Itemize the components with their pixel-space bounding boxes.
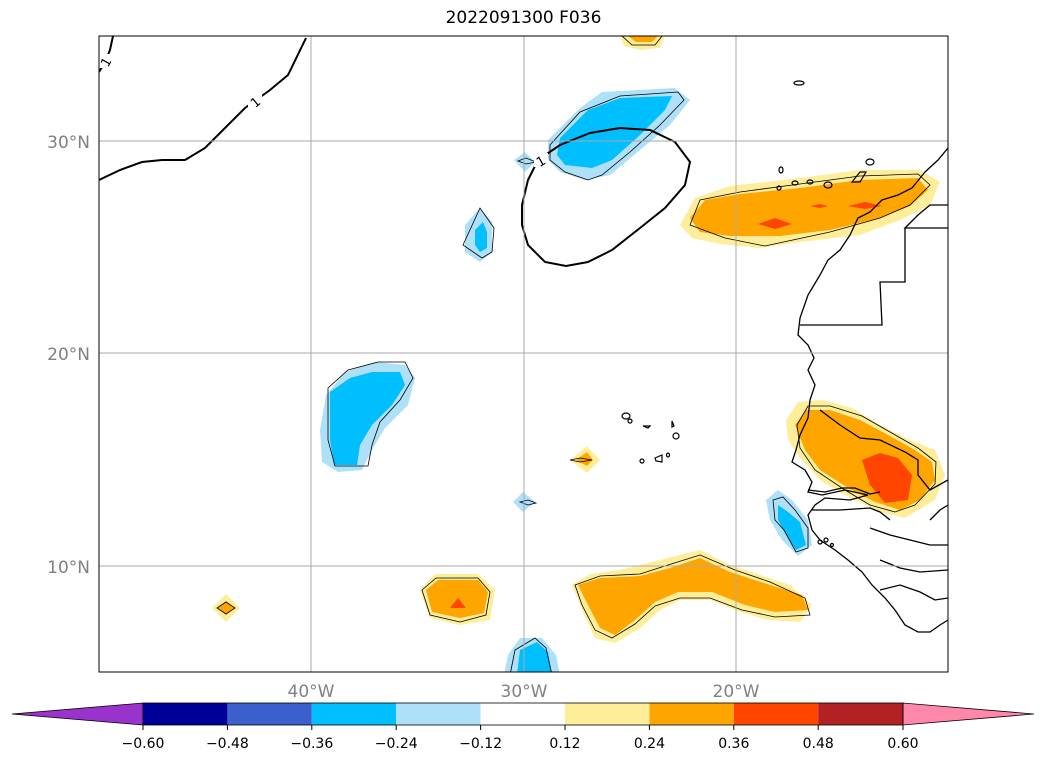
colorbar-tick-label: 0.48	[803, 736, 834, 752]
colorbar: −0.60 −0.48 −0.36 −0.24 −0.12 0.12 0.24 …	[11, 702, 1035, 752]
contour-label-bg	[100, 54, 112, 68]
colorbar-tick-label: −0.36	[290, 736, 333, 752]
colorbar-segment	[733, 703, 819, 725]
positive-anomaly-red	[450, 202, 912, 608]
colorbar-ticks	[142, 725, 904, 730]
colorbar-segment	[818, 703, 903, 725]
colorbar-segment	[396, 703, 481, 725]
colorbar-tick-label: −0.24	[375, 736, 418, 752]
colorbar-extend-low	[11, 702, 144, 726]
colorbar-tick-label: −0.60	[122, 736, 165, 752]
contour-label-bg	[248, 94, 262, 110]
map-title: 2022091300 F036	[445, 8, 602, 28]
lon-label-20w: 20°W	[713, 682, 760, 702]
colorbar-tick-label: 0.12	[549, 736, 580, 752]
colorbar-tick-label: 0.60	[887, 736, 918, 752]
anomaly-contours	[216, 36, 937, 672]
contour-label-bg	[534, 153, 548, 167]
colorbar-tick-label: −0.48	[206, 736, 249, 752]
coastlines	[791, 147, 948, 633]
colorbar-segment	[143, 703, 228, 725]
colorbar-segment	[649, 703, 734, 725]
lon-label-30w: 30°W	[501, 682, 548, 702]
colorbar-extend-high	[902, 702, 1035, 726]
colorbar-segment	[565, 703, 650, 725]
map-frame	[98, 35, 949, 673]
lat-label-20n: 20°N	[47, 345, 90, 365]
lat-label-10n: 10°N	[47, 558, 90, 578]
negative-anomaly-core	[330, 96, 806, 672]
gridlines	[99, 36, 948, 672]
lat-label-30n: 30°N	[47, 133, 90, 153]
colorbar-tick-label: −0.12	[459, 736, 502, 752]
colorbar-tick-label: 0.24	[634, 736, 665, 752]
map-plot-area: 1 1 1	[99, 36, 948, 672]
colorbar-segment	[311, 703, 397, 725]
islands	[621, 80, 875, 548]
colorbar-segment	[480, 703, 565, 725]
colorbar-tick-label: 0.36	[718, 736, 749, 752]
colorbar-frame	[142, 702, 904, 726]
lon-label-40w: 40°W	[288, 682, 335, 702]
colorbar-segment	[227, 703, 312, 725]
